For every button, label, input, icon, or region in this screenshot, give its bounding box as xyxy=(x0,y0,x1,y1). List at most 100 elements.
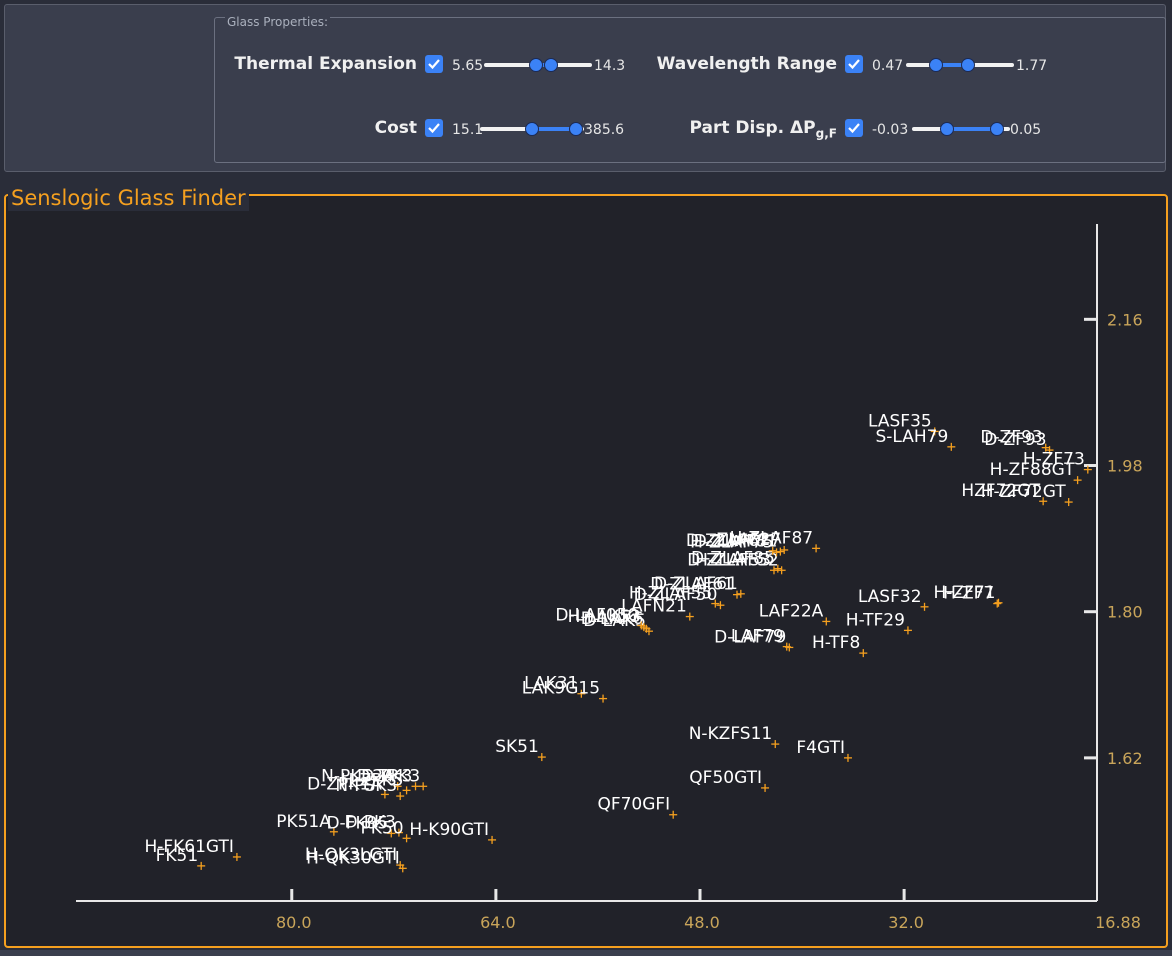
glass-point[interactable]: D-ZLAF61 xyxy=(650,575,741,599)
glass-point[interactable]: D-ZF93 xyxy=(984,430,1054,455)
glass-point[interactable]: PK51A xyxy=(276,812,338,836)
point-label: H-ZF71 xyxy=(934,583,996,603)
glass-point[interactable]: D-LAK5 xyxy=(583,611,653,636)
cost-max: 385.6 xyxy=(584,122,625,138)
part-disp-range-fill xyxy=(947,127,998,131)
wavelength-range-min-handle[interactable] xyxy=(929,58,944,72)
glass-point[interactable]: S-LAH79 xyxy=(875,427,956,451)
point-label: D-LAK6 xyxy=(581,609,644,629)
point-label: HZF72GT xyxy=(961,481,1040,501)
glass-point[interactable]: H-FK61GTI xyxy=(144,837,241,861)
glass-point[interactable]: SK51 xyxy=(495,737,546,762)
glass-point[interactable]: FK51 xyxy=(156,846,206,870)
glass-point[interactable]: D-PK3 xyxy=(361,766,420,791)
glass-point[interactable]: H-TF29 xyxy=(846,610,912,635)
glass-point[interactable]: H-TF8 xyxy=(812,633,868,658)
thermal-expansion-max: 14.3 xyxy=(594,58,626,74)
cost-checkbox[interactable] xyxy=(425,119,443,137)
point-label: H-ZLAF52 xyxy=(695,550,778,570)
glass-point[interactable]: D-ZLAF67 xyxy=(686,531,777,555)
point-label: LAFN21 xyxy=(621,597,687,617)
glass-point[interactable]: N-KZFS11 xyxy=(689,724,780,749)
point-label: H-TF29 xyxy=(846,610,905,630)
glass-point[interactable]: D-ZLAF61 xyxy=(654,574,745,598)
glass-point[interactable]: F4GTI xyxy=(796,738,852,762)
glass-point[interactable]: LAFN21 xyxy=(621,597,694,621)
glass-point[interactable]: D-ZLAF81 xyxy=(694,532,785,556)
point-label: N-PSK3 xyxy=(335,776,397,796)
point-label: H-ZPK5 xyxy=(341,770,404,790)
point-label: D-LAF050 xyxy=(555,606,638,626)
glass-point[interactable]: LASF32 xyxy=(858,587,929,611)
thermal-expansion-checkbox[interactable] xyxy=(425,55,443,73)
part-disp-min-handle[interactable] xyxy=(940,122,955,136)
glass-point[interactable]: D-ZLAF53 xyxy=(687,550,778,575)
glass-point[interactable]: N-PSK3 xyxy=(335,776,405,801)
part-disp-checkbox[interactable] xyxy=(845,119,863,137)
point-label: H-FK61GTI xyxy=(144,837,233,857)
x-tick-label: 64.0 xyxy=(480,913,516,932)
glass-point[interactable]: H-ZPK5 xyxy=(341,770,411,795)
wavelength-range-checkbox[interactable] xyxy=(845,55,863,73)
glass-point[interactable]: H-ZF7 xyxy=(943,584,1002,608)
point-label: D-ZLAF50 xyxy=(634,585,718,605)
glass-point[interactable]: D-ZLAF85 xyxy=(691,549,782,573)
glass-point[interactable]: H-ZF72GT xyxy=(981,482,1073,507)
glass-point[interactable]: H-ZF71 xyxy=(934,583,1003,607)
wavelength-range-max-handle[interactable] xyxy=(960,58,975,72)
wavelength-range-slider[interactable] xyxy=(906,58,1014,72)
glass-point[interactable]: D-FK95 xyxy=(326,813,396,838)
point-label: D-PK3 xyxy=(361,766,412,786)
y-tick-label: 1.98 xyxy=(1107,457,1143,476)
point-label: H-TF8 xyxy=(812,633,860,653)
glass-point[interactable]: LAK31 xyxy=(524,674,586,698)
cost-max-handle[interactable] xyxy=(568,122,583,136)
glass-point[interactable]: H-LAK53 xyxy=(568,607,648,632)
glass-point[interactable]: HZF72GT xyxy=(961,481,1048,506)
cost-range-fill xyxy=(532,127,576,131)
point-label: QF70GFI xyxy=(597,795,670,815)
x-tick-label: 48.0 xyxy=(684,913,720,932)
glass-point[interactable]: QF50GTI xyxy=(689,768,770,792)
cost-slider[interactable] xyxy=(480,122,584,136)
glass-point[interactable]: LAF22A xyxy=(759,601,831,626)
glass-point[interactable]: D-LAF050 xyxy=(555,606,646,630)
part-disp-min: -0.03 xyxy=(872,122,909,138)
glass-point[interactable]: LAK9G15 xyxy=(522,679,608,703)
point-label: PK50 xyxy=(361,818,404,838)
point-label: H-ZLAF75 xyxy=(690,532,773,552)
glass-point[interactable]: D-PK3 xyxy=(344,813,403,837)
point-label: FK51 xyxy=(156,846,199,866)
glass-point[interactable]: H-ZF73 xyxy=(1023,450,1092,474)
glass-point[interactable]: H-ZLAF87 xyxy=(730,528,821,553)
glass-point[interactable]: LASF35 xyxy=(868,411,939,436)
part-disp-max-handle[interactable] xyxy=(990,122,1005,136)
glass-point[interactable]: H-ZLAF75 xyxy=(690,532,781,557)
check-icon xyxy=(848,59,860,70)
glass-point[interactable]: H-ZLAF55 xyxy=(629,584,720,608)
glass-point[interactable]: D-ZPK3 xyxy=(357,766,428,791)
check-icon xyxy=(848,123,860,134)
glass-point[interactable]: PK50 xyxy=(361,818,411,843)
glass-point[interactable]: QF70GFI xyxy=(597,795,678,819)
glass-point[interactable]: LAF79 xyxy=(731,627,791,651)
thermal-expansion-max-handle[interactable] xyxy=(543,58,558,72)
glass-point[interactable]: H-QK30GTI xyxy=(306,848,407,873)
thermal-expansion-min-handle[interactable] xyxy=(528,58,543,72)
glass-point[interactable]: ZLAF27 xyxy=(717,530,789,554)
wavelength-range-label: Wavelength Range xyxy=(656,54,837,74)
glass-point[interactable]: D-ZLAF50 xyxy=(634,585,725,610)
point-label: N-KZFS11 xyxy=(689,724,773,744)
glass-point[interactable]: H-ZF88GT xyxy=(990,460,1082,485)
thermal-expansion-slider[interactable] xyxy=(484,58,592,72)
part-disp-slider[interactable] xyxy=(912,122,1010,136)
glass-point[interactable]: N-PK52A xyxy=(321,766,402,791)
cost-min-handle[interactable] xyxy=(525,122,539,136)
glass-point[interactable]: H-ZLAF52 xyxy=(695,550,786,575)
glass-point[interactable]: H-K90GTI xyxy=(409,820,497,844)
point-label: D-FK95 xyxy=(326,813,388,833)
glass-point[interactable]: D-ZPK1A xyxy=(307,774,389,799)
point-label: D-ZF93 xyxy=(980,428,1042,448)
point-label: LASF32 xyxy=(858,587,922,607)
